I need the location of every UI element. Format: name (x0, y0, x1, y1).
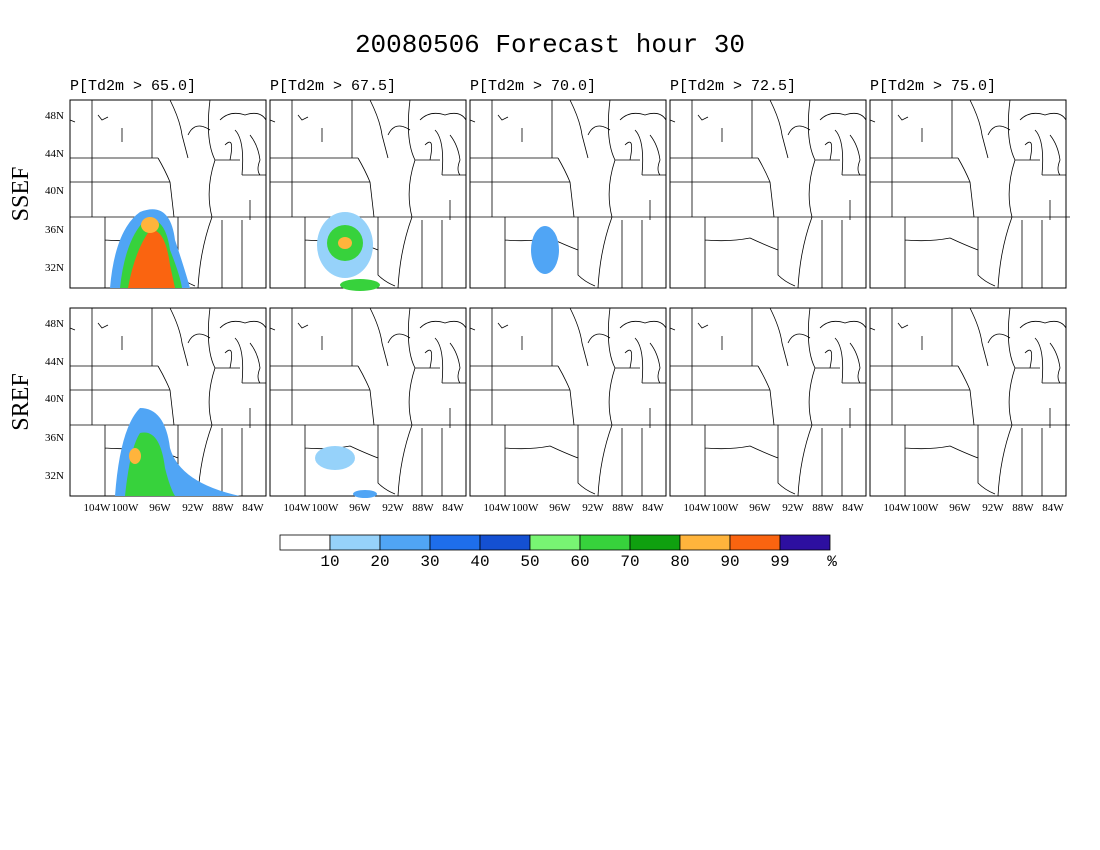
lon-label: 92W (582, 502, 604, 514)
lon-label: 100W (712, 502, 740, 514)
lat-label: 40N (45, 185, 64, 197)
lat-label: 48N (45, 110, 64, 122)
lon-label: 104W (284, 502, 312, 514)
colorbar-box (279, 534, 331, 551)
basemap (669, 307, 871, 497)
panels: P[Td2m > 65.0]104W 100W 96W 92W 88W 84WP[Td2m… (8, 78, 1071, 514)
lon-label: 88W (212, 502, 234, 514)
colorbar-box (529, 534, 581, 551)
basemap (269, 307, 471, 497)
column-header: P[Td2m > 67.5] (270, 78, 396, 95)
row-label: SSEF (8, 167, 34, 222)
lon-label: 92W (782, 502, 804, 514)
colorbar-box (429, 534, 481, 551)
colorbar: 10 20 30 40 50 60 70 80 90 99% (279, 534, 837, 571)
lon-label: 96W (349, 502, 371, 514)
lat-label: 32N (45, 470, 64, 482)
lon-label: 88W (412, 502, 434, 514)
shading (315, 446, 377, 498)
lat-label: 48N (45, 318, 64, 330)
title: 20080506 Forecast hour 30 (355, 30, 745, 60)
basemap (869, 99, 1071, 289)
probability-shading (110, 209, 559, 498)
column-header: P[Td2m > 65.0] (70, 78, 196, 95)
colorbar-box (379, 534, 431, 551)
lat-label: 36N (45, 224, 64, 236)
colorbar-label: 30 (420, 553, 439, 571)
shading (110, 209, 190, 288)
basemap (869, 307, 1071, 497)
lon-label: 92W (382, 502, 404, 514)
colorbar-unit: % (827, 553, 837, 571)
lon-label: 100W (512, 502, 540, 514)
column-header: P[Td2m > 75.0] (870, 78, 996, 95)
shading (115, 408, 240, 496)
lat-label: 44N (45, 148, 64, 160)
column-header: P[Td2m > 70.0] (470, 78, 596, 95)
colorbar-label: 50 (520, 553, 539, 571)
lon-label: 84W (242, 502, 264, 514)
colorbar-label: 20 (370, 553, 389, 571)
lon-label: 96W (549, 502, 571, 514)
lon-label: 88W (812, 502, 834, 514)
lat-label: 36N (45, 432, 64, 444)
lat-label: 40N (45, 393, 64, 405)
column-header: P[Td2m > 72.5] (670, 78, 796, 95)
lon-label: 100W (912, 502, 940, 514)
lon-label: 92W (982, 502, 1004, 514)
basemap (469, 99, 671, 289)
lon-label: 88W (1012, 502, 1034, 514)
row-label: SREF (8, 373, 34, 430)
lon-label: 104W (884, 502, 912, 514)
lat-label: 44N (45, 356, 64, 368)
lon-label: 84W (842, 502, 864, 514)
colorbar-box (579, 534, 631, 551)
lon-label: 104W (484, 502, 512, 514)
colorbar-label: 40 (470, 553, 489, 571)
basemap (669, 99, 871, 289)
lon-label: 100W (112, 502, 140, 514)
colorbar-box (479, 534, 531, 551)
lon-label: 84W (442, 502, 464, 514)
shading (317, 212, 380, 291)
lon-label: 84W (1042, 502, 1064, 514)
lon-label: 96W (949, 502, 971, 514)
lat-label: 32N (45, 262, 64, 274)
lon-label: 92W (182, 502, 204, 514)
colorbar-label: 10 (320, 553, 339, 571)
colorbar-box (329, 534, 381, 551)
lon-label: 100W (312, 502, 340, 514)
lon-label: 84W (642, 502, 664, 514)
lon-label: 104W (84, 502, 112, 514)
colorbar-box (729, 534, 781, 551)
shading (531, 226, 559, 274)
colorbar-label: 99 (770, 553, 789, 571)
basemap (469, 307, 671, 497)
lon-label: 96W (749, 502, 771, 514)
colorbar-box (779, 534, 831, 551)
colorbar-box (629, 534, 681, 551)
colorbar-label: 90 (720, 553, 739, 571)
lon-label: 88W (612, 502, 634, 514)
colorbar-label: 80 (670, 553, 689, 571)
lon-label: 96W (149, 502, 171, 514)
colorbar-label: 60 (570, 553, 589, 571)
colorbar-box (679, 534, 731, 551)
colorbar-label: 70 (620, 553, 639, 571)
lon-label: 104W (684, 502, 712, 514)
